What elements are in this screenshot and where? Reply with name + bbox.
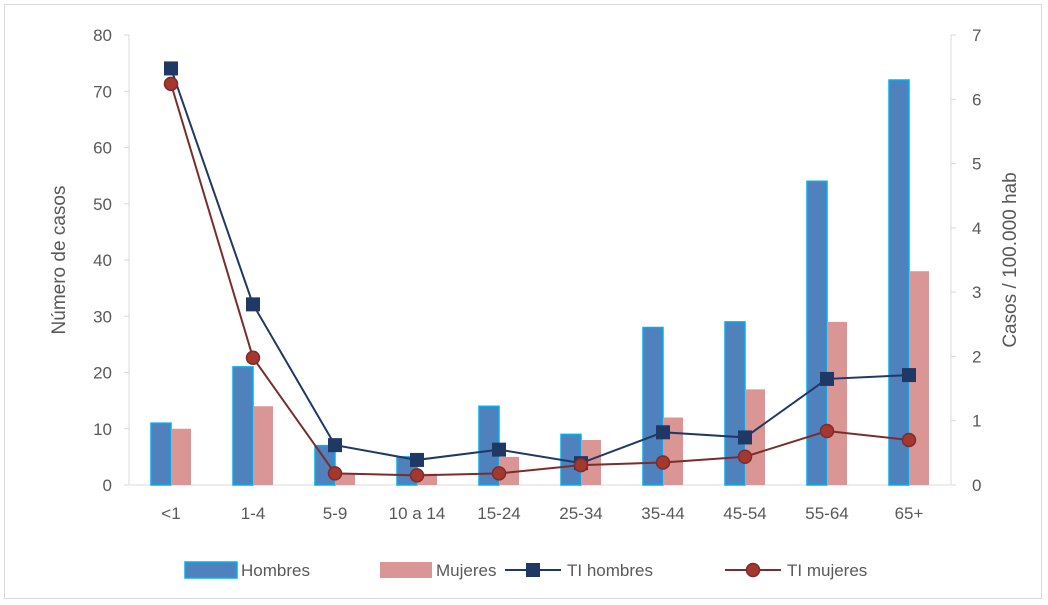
combo-chart: 0 10 20 30 40 50 60 70 80 0 1 2 3 4 5 6 7 <1 1-4 5-9 10 a 14… [49,26,1021,580]
marker-ti-hombres [738,430,752,445]
x-tick-label: 15-24 [477,504,520,523]
y-tick-label: 80 [93,26,112,45]
y-tick-label: 20 [93,364,112,383]
bar-mujeres [417,473,437,485]
y2-tick-label: 1 [972,412,981,431]
line-ti-mujeres [170,83,910,477]
marker-ti-hombres [820,371,834,386]
marker-ti-mujeres [655,455,671,470]
y2-tick-label: 4 [972,219,981,238]
legend-label-ti-hombres: TI hombres [567,561,653,580]
line-ti-hombres [170,68,910,465]
marker-ti-mujeres [573,457,589,473]
y-tick-label: 10 [93,420,112,439]
y-tick-label: 0 [103,476,112,495]
y-axis-label: Número de casos [49,186,70,335]
y-tick-label: 50 [93,195,112,214]
marker-ti-hombres [410,452,424,467]
x-tick-label: 65+ [895,504,924,523]
legend-marker-ti-hombres [526,563,540,577]
x-tick-label: 45-54 [723,504,766,523]
chart-frame: 0 10 20 30 40 50 60 70 80 0 1 2 3 4 5 6 7 <1 1-4 5-9 10 a 14… [4,4,1042,599]
marker-ti-hombres [656,425,670,440]
marker-ti-mujeres [245,350,261,365]
bar-mujeres [909,271,929,485]
marker-ti-mujeres [163,76,179,92]
x-tick-label: 35-44 [641,504,684,523]
marker-ti-mujeres [491,466,507,481]
legend-swatch-hombres [184,561,238,579]
marker-ti-hombres [492,442,506,457]
marker-ti-mujeres [819,423,835,439]
legend: Hombres Mujeres TI hombres TI mujeres [184,561,867,580]
marker-ti-mujeres [327,466,343,481]
bar-hombres [806,180,828,486]
bar-mujeres [253,406,273,485]
y2-tick-label: 6 [972,90,981,109]
marker-ti-hombres [328,438,342,453]
marker-ti-mujeres [901,432,917,448]
y2-tick-label: 0 [972,476,981,495]
legend-label-mujeres: Mujeres [436,561,496,580]
x-tick-label: 25-34 [559,504,602,523]
marker-ti-hombres [902,368,916,383]
marker-ti-hombres [164,61,178,76]
bar-mujeres [581,440,601,485]
y-tick-label: 30 [93,307,112,326]
marker-ti-mujeres [409,468,425,483]
legend-label-ti-mujeres: TI mujeres [787,561,867,580]
x-tick-label: 1-4 [241,504,266,523]
y-tick-label: 60 [93,139,112,158]
x-tick-label: 5-9 [323,504,348,523]
x-tick-label: 10 a 14 [389,504,446,523]
bar-hombres [642,326,664,486]
legend-label-hombres: Hombres [241,561,310,580]
y2-axis-label: Casos / 100.000 hab [1000,172,1021,347]
x-tick-label: 55-64 [805,504,848,523]
y2-tick-label: 2 [972,347,981,366]
legend-swatch-mujeres [380,562,432,578]
y2-tick-label: 5 [972,155,981,174]
marker-ti-hombres [246,297,260,312]
bar-hombres [888,79,910,486]
y2-tick-label: 3 [972,283,981,302]
y-tick-label: 40 [93,251,112,270]
bar-mujeres [827,321,847,485]
y-tick-label: 70 [93,82,112,101]
bar-hombres [150,422,172,486]
bar-mujeres [335,473,355,485]
bar-mujeres [171,428,191,485]
y2-tick-label: 7 [972,26,981,45]
bar-hombres [232,366,254,486]
x-tick-label: <1 [161,504,180,523]
marker-ti-mujeres [737,449,753,464]
legend-marker-ti-mujeres [745,562,761,578]
